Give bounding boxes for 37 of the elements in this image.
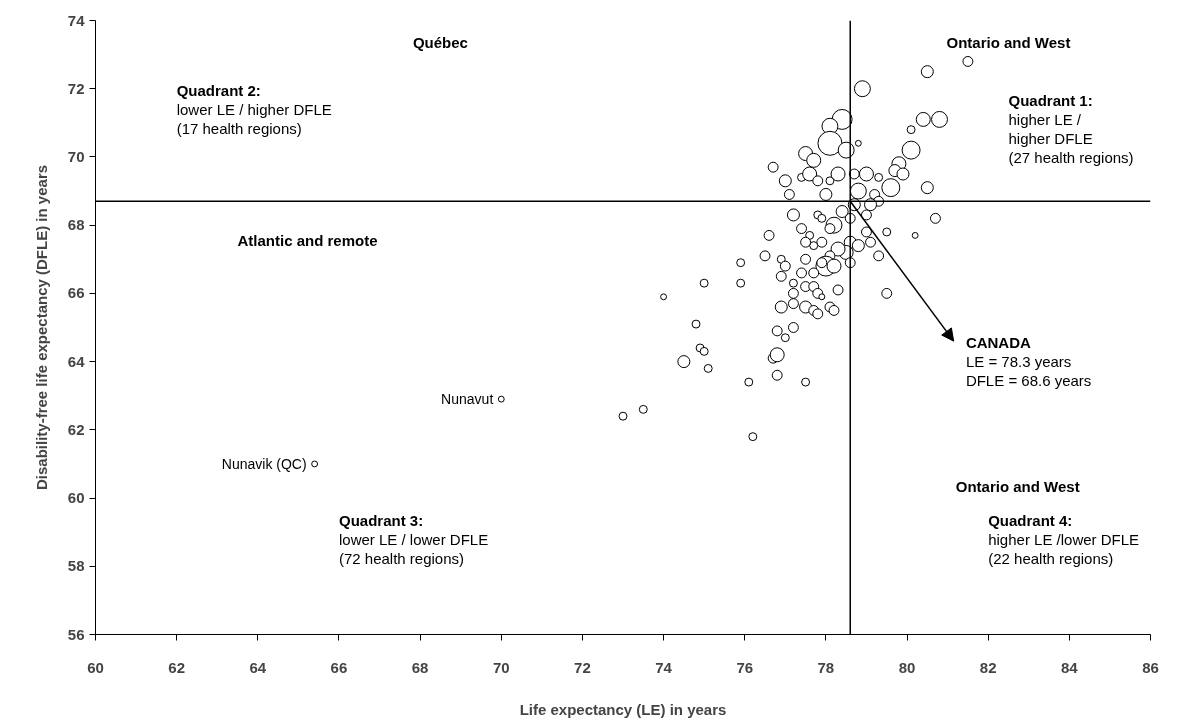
data-label: Nunavik (QC) [221, 455, 307, 472]
annotation: Quadrant 2: lower LE / higher DFLE (17 health regions) [176, 81, 332, 137]
y-tick-label: 64 [67, 352, 86, 370]
annotation: CANADA LE = 78.3 years DFLE = 68.6 years [965, 334, 1092, 390]
y-tick-label: 56 [67, 625, 85, 643]
x-tick-label: 66 [330, 658, 348, 676]
annotation: Québec [412, 34, 468, 52]
x-tick-label: 76 [736, 658, 754, 676]
x-tick-label: 82 [979, 658, 997, 676]
annotation: Ontario and West [955, 477, 1080, 495]
x-tick-label: 60 [87, 658, 104, 676]
x-tick-label: 72 [574, 658, 591, 676]
x-tick-label: 68 [411, 658, 429, 676]
x-tick-label: 86 [1142, 658, 1159, 676]
annotation: Quadrant 3: lower LE / lower DFLE (72 health regions) [338, 511, 489, 567]
annotation: Quadrant 1: higher LE / higher DFLE (27 health regions) [1008, 92, 1134, 167]
x-tick-label: 70 [492, 658, 510, 676]
y-tick-label: 74 [67, 11, 86, 29]
y-tick-label: 68 [67, 216, 85, 234]
x-tick-label: 78 [817, 658, 835, 676]
y-axis-title: Disability-free life expectancy (DFLE) in years [32, 164, 50, 491]
x-tick-label: 74 [655, 658, 673, 676]
x-axis-title: Life expectancy (LE) in years [519, 700, 727, 718]
x-tick-label: 80 [898, 658, 916, 676]
x-tick-label: 62 [168, 658, 185, 676]
x-tick-label: 84 [1061, 658, 1079, 676]
y-tick-label: 66 [67, 284, 85, 302]
y-tick-label: 72 [67, 79, 85, 97]
annotation: Ontario and West [946, 34, 1071, 52]
y-tick-label: 58 [67, 557, 85, 575]
y-tick-label: 70 [67, 147, 85, 165]
y-tick-label: 60 [67, 489, 85, 507]
annotation: Atlantic and remote [237, 231, 378, 249]
data-label: Nunavut [441, 391, 494, 408]
annotation: Quadrant 4: higher LE /lower DFLE (22 health regions) [988, 511, 1140, 567]
x-tick-label: 64 [249, 658, 267, 676]
y-tick-label: 62 [67, 420, 85, 438]
